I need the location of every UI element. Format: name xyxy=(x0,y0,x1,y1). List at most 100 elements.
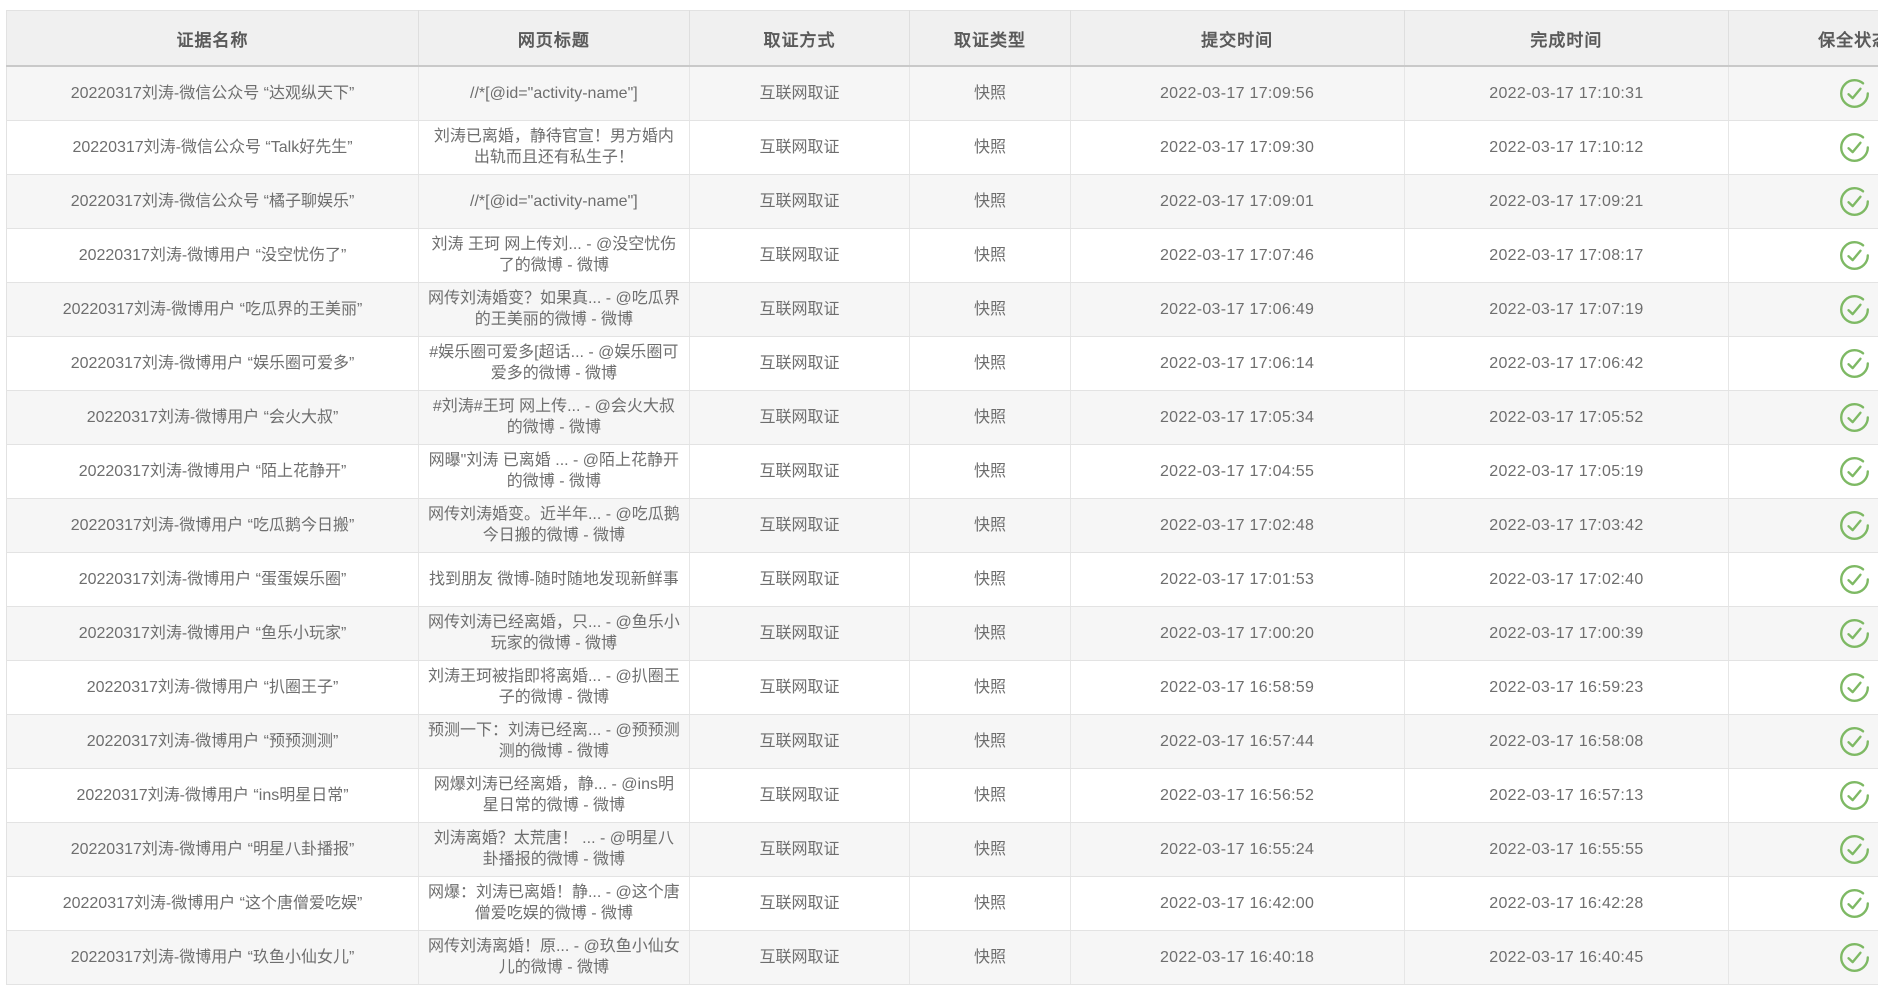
type-cell: 快照 xyxy=(910,390,1070,444)
complete-time-cell: 2022-03-17 17:03:42 xyxy=(1404,498,1729,552)
complete-time-cell: 2022-03-17 17:08:17 xyxy=(1404,228,1729,282)
submit-time-cell: 2022-03-17 16:55:24 xyxy=(1070,822,1404,876)
submit-time-cell: 2022-03-17 17:06:49 xyxy=(1070,282,1404,336)
type-cell: 快照 xyxy=(910,606,1070,660)
submit-time-cell: 2022-03-17 16:42:00 xyxy=(1070,876,1404,930)
type-cell: 快照 xyxy=(910,930,1070,984)
method-cell: 互联网取证 xyxy=(689,336,910,390)
success-check-icon xyxy=(1838,563,1871,596)
table-row[interactable]: 20220317刘涛-微博用户 “陌上花静开” 网曝"刘涛 已离婚 ... - … xyxy=(7,444,1878,498)
submit-time-cell: 2022-03-17 16:40:18 xyxy=(1070,930,1404,984)
type-cell: 快照 xyxy=(910,228,1070,282)
table-row[interactable]: 20220317刘涛-微博用户 “明星八卦播报” 刘涛离婚？太荒唐！ ... -… xyxy=(7,822,1878,876)
submit-time-cell: 2022-03-17 16:57:44 xyxy=(1070,714,1404,768)
page-title-cell: 刘涛已离婚，静待官宣！男方婚内出轨而且还有私生子！ xyxy=(419,120,690,174)
method-cell: 互联网取证 xyxy=(689,174,910,228)
status-cell xyxy=(1729,714,1878,768)
column-header-method: 取证方式 xyxy=(689,11,910,67)
status-cell xyxy=(1729,660,1878,714)
success-check-icon xyxy=(1838,779,1871,812)
complete-time-cell: 2022-03-17 16:57:13 xyxy=(1404,768,1729,822)
complete-time-cell: 2022-03-17 17:05:52 xyxy=(1404,390,1729,444)
type-cell: 快照 xyxy=(910,444,1070,498)
status-cell xyxy=(1729,390,1878,444)
evidence-table-container: 证据名称 网页标题 取证方式 取证类型 提交时间 完成时间 保全状态 20220… xyxy=(6,10,1878,985)
table-row[interactable]: 20220317刘涛-微博用户 “娱乐圈可爱多” #娱乐圈可爱多[超话... -… xyxy=(7,336,1878,390)
type-cell: 快照 xyxy=(910,120,1070,174)
type-cell: 快照 xyxy=(910,174,1070,228)
evidence-name-cell: 20220317刘涛-微博用户 “鱼乐小玩家” xyxy=(7,606,419,660)
submit-time-cell: 2022-03-17 16:56:52 xyxy=(1070,768,1404,822)
complete-time-cell: 2022-03-17 16:40:45 xyxy=(1404,930,1729,984)
submit-time-cell: 2022-03-17 17:01:53 xyxy=(1070,552,1404,606)
type-cell: 快照 xyxy=(910,336,1070,390)
status-cell xyxy=(1729,444,1878,498)
table-row[interactable]: 20220317刘涛-微博用户 “吃瓜鹅今日搬” 网传刘涛婚变。近半年... -… xyxy=(7,498,1878,552)
method-cell: 互联网取证 xyxy=(689,66,910,120)
method-cell: 互联网取证 xyxy=(689,444,910,498)
status-cell xyxy=(1729,66,1878,120)
submit-time-cell: 2022-03-17 17:06:14 xyxy=(1070,336,1404,390)
table-row[interactable]: 20220317刘涛-微信公众号 “达观纵天下” //*[@id="activi… xyxy=(7,66,1878,120)
status-cell xyxy=(1729,606,1878,660)
complete-time-cell: 2022-03-17 17:00:39 xyxy=(1404,606,1729,660)
table-row[interactable]: 20220317刘涛-微博用户 “扒圈王子” 刘涛王珂被指即将离婚... - @… xyxy=(7,660,1878,714)
page-title-cell: 网爆刘涛已经离婚，静... - @ins明星日常的微博 - 微博 xyxy=(419,768,690,822)
table-row[interactable]: 20220317刘涛-微博用户 “吃瓜界的王美丽” 网传刘涛婚变？如果真... … xyxy=(7,282,1878,336)
success-check-icon xyxy=(1838,131,1871,164)
table-row[interactable]: 20220317刘涛-微信公众号 “Talk好先生” 刘涛已离婚，静待官宣！男方… xyxy=(7,120,1878,174)
method-cell: 互联网取证 xyxy=(689,498,910,552)
complete-time-cell: 2022-03-17 16:42:28 xyxy=(1404,876,1729,930)
type-cell: 快照 xyxy=(910,282,1070,336)
table-row[interactable]: 20220317刘涛-微博用户 “ins明星日常” 网爆刘涛已经离婚，静... … xyxy=(7,768,1878,822)
submit-time-cell: 2022-03-17 17:07:46 xyxy=(1070,228,1404,282)
table-header: 证据名称 网页标题 取证方式 取证类型 提交时间 完成时间 保全状态 xyxy=(7,11,1878,67)
column-header-evidence-name: 证据名称 xyxy=(7,11,419,67)
submit-time-cell: 2022-03-17 17:02:48 xyxy=(1070,498,1404,552)
evidence-name-cell: 20220317刘涛-微博用户 “预预测测” xyxy=(7,714,419,768)
table-row[interactable]: 20220317刘涛-微博用户 “蛋蛋娱乐圈” 找到朋友 微博-随时随地发现新鲜… xyxy=(7,552,1878,606)
method-cell: 互联网取证 xyxy=(689,606,910,660)
success-check-icon xyxy=(1838,509,1871,542)
table-row[interactable]: 20220317刘涛-微博用户 “这个唐僧爱吃娱” 网爆：刘涛已离婚！静... … xyxy=(7,876,1878,930)
complete-time-cell: 2022-03-17 17:10:12 xyxy=(1404,120,1729,174)
type-cell: 快照 xyxy=(910,66,1070,120)
status-cell xyxy=(1729,768,1878,822)
complete-time-cell: 2022-03-17 17:10:31 xyxy=(1404,66,1729,120)
type-cell: 快照 xyxy=(910,552,1070,606)
table-row[interactable]: 20220317刘涛-微博用户 “鱼乐小玩家” 网传刘涛已经离婚，只... - … xyxy=(7,606,1878,660)
table-row[interactable]: 20220317刘涛-微博用户 “没空忧伤了” 刘涛 王珂 网上传刘... - … xyxy=(7,228,1878,282)
table-row[interactable]: 20220317刘涛-微博用户 “会火大叔” #刘涛#王珂 网上传... - @… xyxy=(7,390,1878,444)
submit-time-cell: 2022-03-17 16:58:59 xyxy=(1070,660,1404,714)
page-title-cell: 网传刘涛婚变。近半年... - @吃瓜鹅今日搬的微博 - 微博 xyxy=(419,498,690,552)
method-cell: 互联网取证 xyxy=(689,282,910,336)
complete-time-cell: 2022-03-17 16:58:08 xyxy=(1404,714,1729,768)
page-title-cell: 预测一下：刘涛已经离... - @预预测测的微博 - 微博 xyxy=(419,714,690,768)
success-check-icon xyxy=(1838,347,1871,380)
evidence-name-cell: 20220317刘涛-微博用户 “ins明星日常” xyxy=(7,768,419,822)
table-row[interactable]: 20220317刘涛-微信公众号 “橘子聊娱乐” //*[@id="activi… xyxy=(7,174,1878,228)
complete-time-cell: 2022-03-17 17:07:19 xyxy=(1404,282,1729,336)
success-check-icon xyxy=(1838,293,1871,326)
evidence-name-cell: 20220317刘涛-微博用户 “陌上花静开” xyxy=(7,444,419,498)
page-title-cell: 网传刘涛已经离婚，只... - @鱼乐小玩家的微博 - 微博 xyxy=(419,606,690,660)
evidence-name-cell: 20220317刘涛-微博用户 “吃瓜界的王美丽” xyxy=(7,282,419,336)
success-check-icon xyxy=(1838,185,1871,218)
evidence-table-body: 20220317刘涛-微信公众号 “达观纵天下” //*[@id="activi… xyxy=(7,66,1878,984)
column-header-complete-time: 完成时间 xyxy=(1404,11,1729,67)
method-cell: 互联网取证 xyxy=(689,822,910,876)
table-row[interactable]: 20220317刘涛-微博用户 “预预测测” 预测一下：刘涛已经离... - @… xyxy=(7,714,1878,768)
table-header-row: 证据名称 网页标题 取证方式 取证类型 提交时间 完成时间 保全状态 xyxy=(7,11,1878,67)
complete-time-cell: 2022-03-17 17:06:42 xyxy=(1404,336,1729,390)
method-cell: 互联网取证 xyxy=(689,930,910,984)
evidence-name-cell: 20220317刘涛-微博用户 “明星八卦播报” xyxy=(7,822,419,876)
type-cell: 快照 xyxy=(910,876,1070,930)
status-cell xyxy=(1729,498,1878,552)
evidence-name-cell: 20220317刘涛-微博用户 “吃瓜鹅今日搬” xyxy=(7,498,419,552)
table-row[interactable]: 20220317刘涛-微博用户 “玖鱼小仙女儿” 网传刘涛离婚！原... - @… xyxy=(7,930,1878,984)
success-check-icon xyxy=(1838,455,1871,488)
success-check-icon xyxy=(1838,941,1871,974)
method-cell: 互联网取证 xyxy=(689,228,910,282)
method-cell: 互联网取证 xyxy=(689,876,910,930)
page-title-cell: 刘涛王珂被指即将离婚... - @扒圈王子的微博 - 微博 xyxy=(419,660,690,714)
